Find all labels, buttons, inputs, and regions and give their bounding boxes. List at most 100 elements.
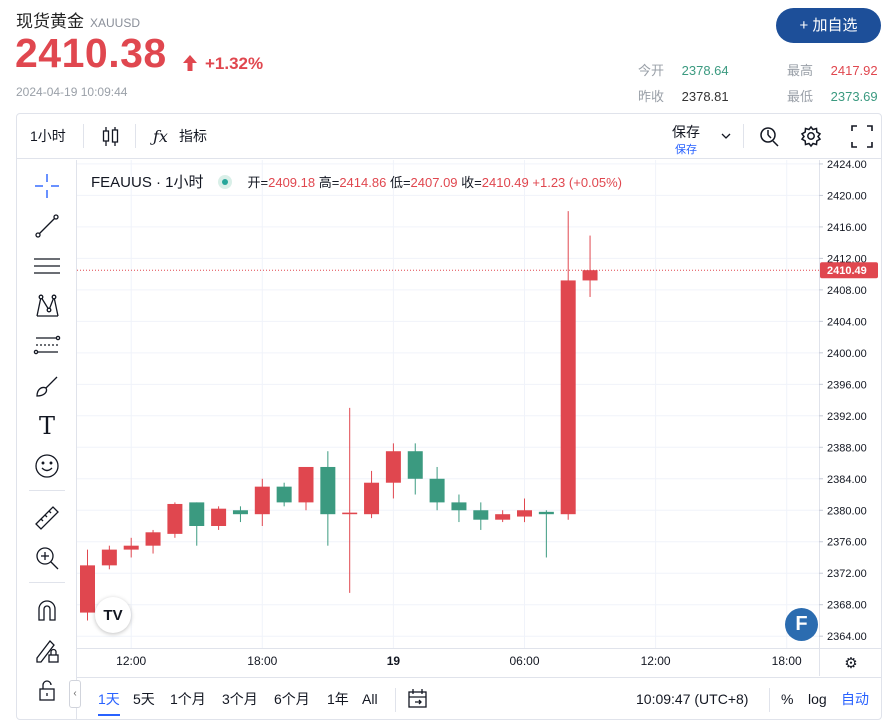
range-3m[interactable]: 3个月: [222, 691, 258, 707]
candle: [582, 235, 598, 297]
emoji-icon[interactable]: [31, 450, 63, 482]
y-tick-label: 2392.00: [827, 411, 867, 423]
divider: [769, 688, 770, 712]
crosshair-icon[interactable]: [31, 170, 63, 202]
legend-ohlc: 开=2409.18 高=2414.86 低=2407.09 收=2410.49 …: [248, 175, 623, 190]
chevron-down-icon[interactable]: [720, 114, 732, 159]
candle: [385, 443, 401, 499]
candle: [560, 211, 576, 520]
alert-icon[interactable]: [757, 114, 781, 159]
stat-label: 昨收: [638, 89, 665, 104]
y-tick-label: 2364.00: [827, 631, 867, 643]
collapse-sidebar-button[interactable]: ‹: [69, 680, 81, 708]
price-axis: 2424.00 2420.00 2416.00 2412.00 2408.00 2404.…: [819, 160, 878, 676]
y-tick-label: 2408.00: [827, 285, 867, 297]
range-1y[interactable]: 1年: [327, 691, 349, 707]
candle: [342, 407, 358, 593]
price-chart[interactable]: 2424.00 2420.00 2416.00 2412.00 2408.00 2404.…: [77, 160, 882, 676]
fib-levels-icon[interactable]: [31, 330, 63, 362]
y-tick-label: 2412.00: [827, 253, 867, 265]
text-tool-icon[interactable]: T: [38, 412, 55, 440]
clock-display[interactable]: 10:09:47 (UTC+8): [636, 691, 749, 707]
candles: [77, 211, 819, 621]
x-tick-label: 12:00: [641, 654, 671, 668]
price-change: +1.32%: [183, 53, 263, 74]
candle: [473, 502, 489, 530]
candle-type-icon[interactable]: [101, 114, 121, 159]
candle-body: [582, 270, 598, 281]
divider: [135, 124, 136, 148]
zoom-in-icon[interactable]: [31, 542, 63, 574]
stat-high: 最高 2417.92: [787, 60, 878, 79]
y-tick-label: 2416.00: [827, 222, 867, 234]
candle-body: [364, 482, 380, 515]
x-tick-label: 19: [387, 654, 401, 668]
calendar-range-icon[interactable]: [407, 678, 429, 719]
y-tick-label: 2376.00: [827, 537, 867, 549]
instrument-symbol: XAUUSD: [90, 16, 141, 30]
save-button[interactable]: 保存 保存: [661, 122, 711, 157]
stat-label: 今开: [638, 63, 665, 78]
legend-high: 2414.86: [339, 175, 387, 190]
add-watchlist-button[interactable]: + 加自选: [776, 8, 881, 43]
y-tick-label: 2400.00: [827, 348, 867, 360]
stat-value: 2373.69: [830, 89, 878, 104]
indicators-button[interactable]: 指标: [179, 128, 207, 144]
candle-body: [429, 478, 445, 503]
change-percent: +1.32%: [205, 54, 264, 73]
candle-body: [538, 511, 554, 515]
brush-icon[interactable]: [31, 370, 63, 402]
candle: [189, 502, 205, 546]
candle: [364, 470, 380, 519]
range-6m[interactable]: 6个月: [274, 691, 310, 707]
drawing-toolbar: T ‹: [17, 160, 81, 719]
save-sublabel: 保存: [675, 144, 697, 156]
candle-body: [211, 508, 227, 526]
stat-open: 今开 2378.64: [638, 60, 729, 79]
range-1m[interactable]: 1个月: [170, 691, 206, 707]
trend-line-icon[interactable]: [31, 210, 63, 242]
range-all[interactable]: All: [362, 691, 378, 707]
fullscreen-icon[interactable]: [851, 114, 873, 159]
legend-change: +1.23 (+0.05%): [532, 175, 623, 190]
tradingview-logo[interactable]: TV: [95, 597, 131, 633]
stat-label: 最高: [787, 63, 814, 78]
candle-body: [298, 466, 314, 503]
range-1d[interactable]: 1天: [98, 678, 120, 719]
candle: [123, 537, 139, 558]
divider: [743, 124, 744, 148]
interval-button[interactable]: 1小时: [30, 128, 66, 144]
candle: [517, 498, 532, 523]
candle: [538, 510, 554, 558]
legend-close-label: 收=: [461, 175, 482, 190]
horizontal-lines-icon[interactable]: [31, 250, 63, 282]
log-toggle[interactable]: log: [808, 691, 827, 707]
chart-widget: 1小时 ƒx 指标 保存 保存: [16, 113, 882, 720]
divider: [29, 582, 65, 583]
y-tick-label: 2420.00: [827, 190, 867, 202]
range-5d[interactable]: 5天: [133, 691, 155, 707]
percent-toggle[interactable]: %: [781, 691, 794, 707]
candle-body: [560, 280, 576, 515]
draw-lock-icon[interactable]: [31, 634, 63, 666]
stat-low: 最低 2373.69: [787, 86, 878, 105]
instrument-name: 现货黄金: [16, 12, 84, 31]
divider: [83, 124, 84, 148]
lock-icon[interactable]: [31, 674, 63, 706]
auto-scale-toggle[interactable]: 自动: [841, 691, 869, 707]
magnet-icon[interactable]: [31, 594, 63, 626]
candle: [451, 494, 467, 523]
settings-icon[interactable]: [799, 114, 823, 159]
candle: [298, 466, 314, 511]
ruler-icon[interactable]: [31, 502, 63, 534]
candle-body: [495, 514, 511, 520]
fx-icon[interactable]: ƒx: [153, 127, 168, 146]
legend-symbol[interactable]: FEAUUS · 1小时: [91, 174, 204, 191]
last-price-tag: [820, 262, 878, 279]
f-badge-icon[interactable]: F: [785, 608, 818, 641]
candle-body: [342, 512, 358, 515]
candle: [145, 529, 161, 554]
candle-body: [80, 565, 95, 613]
pattern-icon[interactable]: [31, 290, 63, 322]
candle-body: [254, 486, 270, 515]
